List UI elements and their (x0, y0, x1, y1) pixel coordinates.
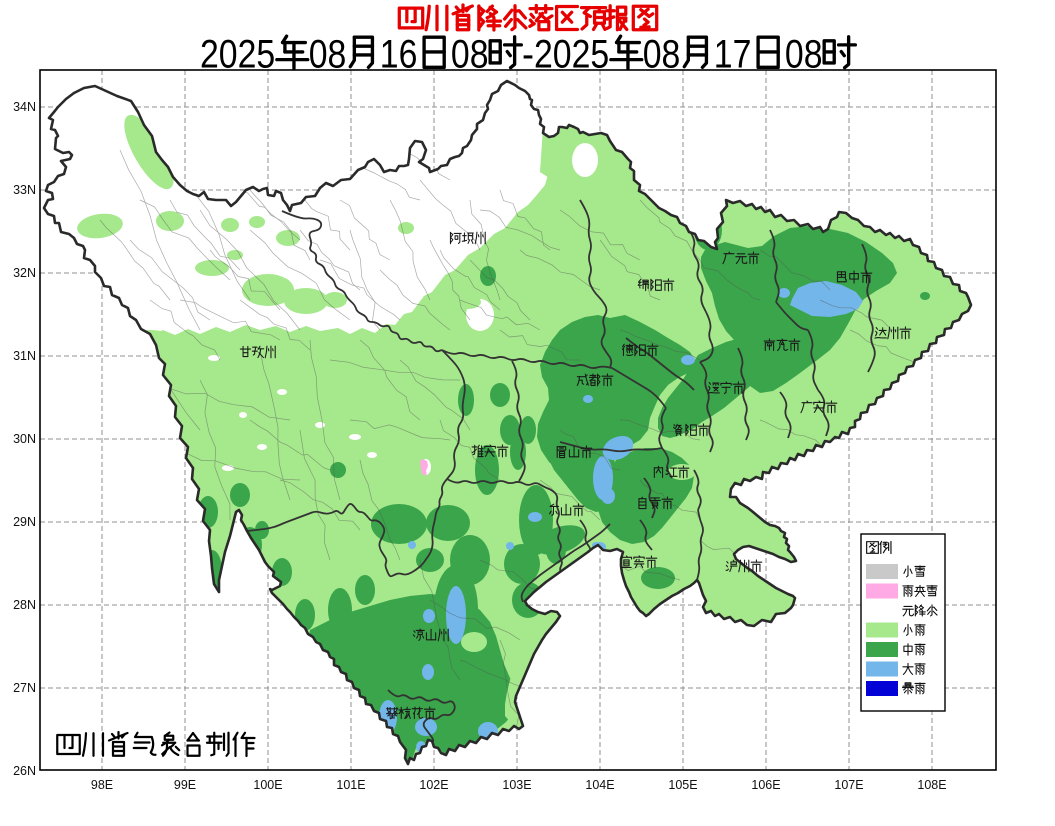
svg-text:33N: 33N (13, 183, 36, 197)
svg-text:27N: 27N (13, 681, 36, 695)
svg-text:106E: 106E (751, 778, 780, 792)
svg-text:100E: 100E (253, 778, 282, 792)
svg-text:29N: 29N (13, 515, 36, 529)
svg-text:102E: 102E (419, 778, 448, 792)
svg-text:32N: 32N (13, 266, 36, 280)
svg-text:104E: 104E (585, 778, 614, 792)
svg-text:103E: 103E (502, 778, 531, 792)
svg-text:16: 16 (380, 33, 418, 77)
svg-text:2025: 2025 (200, 33, 275, 77)
svg-text:107E: 107E (834, 778, 863, 792)
svg-text:98E: 98E (91, 778, 113, 792)
svg-text:26N: 26N (13, 764, 36, 778)
svg-text:28N: 28N (13, 598, 36, 612)
svg-text:101E: 101E (336, 778, 365, 792)
svg-text:31N: 31N (13, 349, 36, 363)
svg-text:99E: 99E (174, 778, 196, 792)
svg-text:105E: 105E (668, 778, 697, 792)
svg-text:108E: 108E (917, 778, 946, 792)
svg-text:08: 08 (643, 33, 681, 77)
svg-text:08: 08 (785, 33, 823, 77)
svg-text:30N: 30N (13, 432, 36, 446)
svg-text:08: 08 (451, 33, 489, 77)
svg-text:08: 08 (309, 33, 347, 77)
svg-text:34N: 34N (13, 100, 36, 114)
svg-text:-: - (522, 33, 534, 77)
svg-text:17: 17 (714, 33, 752, 77)
svg-text:2025: 2025 (534, 33, 609, 77)
